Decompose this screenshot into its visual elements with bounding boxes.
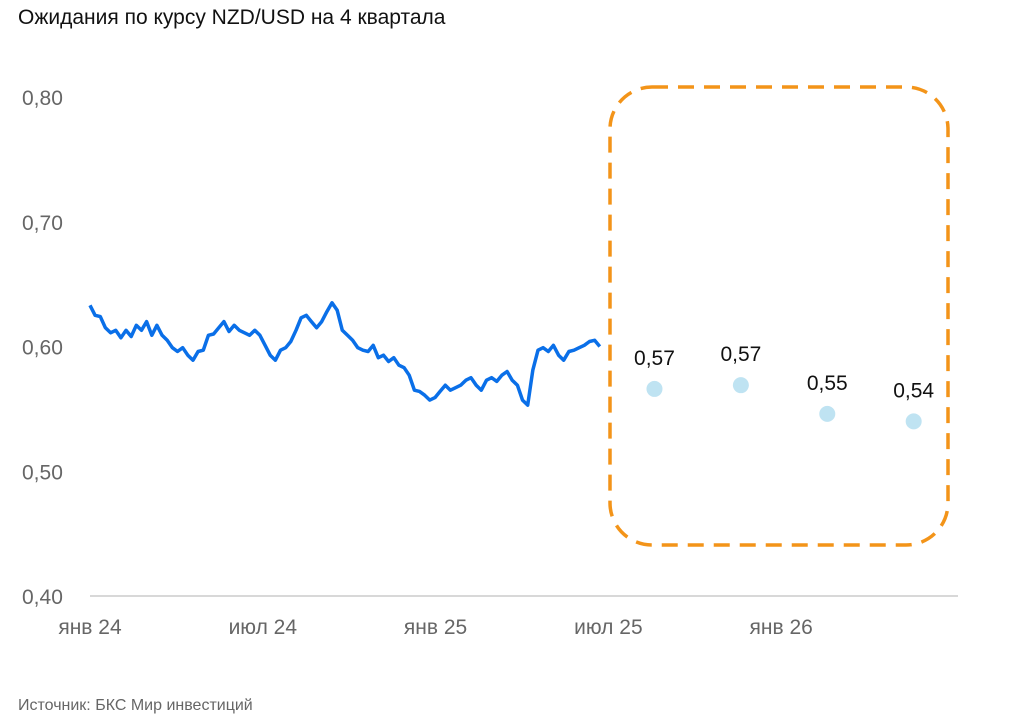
x-tick-label: июл 25 (574, 616, 642, 639)
forecast-highlight-box (608, 85, 950, 547)
x-tick-label: янв 25 (404, 616, 467, 639)
chart-title: Ожидания по курсу NZD/USD на 4 квартала (18, 6, 446, 29)
x-tick-label: янв 24 (58, 616, 122, 639)
forecast-point (646, 380, 663, 397)
forecast-label: 0,55 (807, 372, 848, 395)
y-tick-label: 0,40 (22, 586, 63, 609)
x-tick-label: июл 24 (229, 616, 298, 639)
y-tick-label: 0,70 (22, 212, 63, 235)
y-tick-label: 0,50 (22, 461, 63, 484)
forecast-label: 0,57 (720, 343, 761, 366)
y-tick-label: 0,60 (22, 337, 63, 360)
forecast-label: 0,57 (634, 347, 675, 370)
nzdusd-line (88, 301, 602, 407)
forecast-point (732, 377, 749, 394)
forecast-label: 0,54 (893, 379, 934, 402)
x-tick-label: янв 26 (750, 616, 813, 639)
y-tick-label: 0,80 (22, 87, 63, 110)
forecast-point (905, 413, 922, 430)
source-note: Источник: БКС Мир инвестиций (18, 697, 253, 714)
forecast-point (819, 405, 836, 422)
